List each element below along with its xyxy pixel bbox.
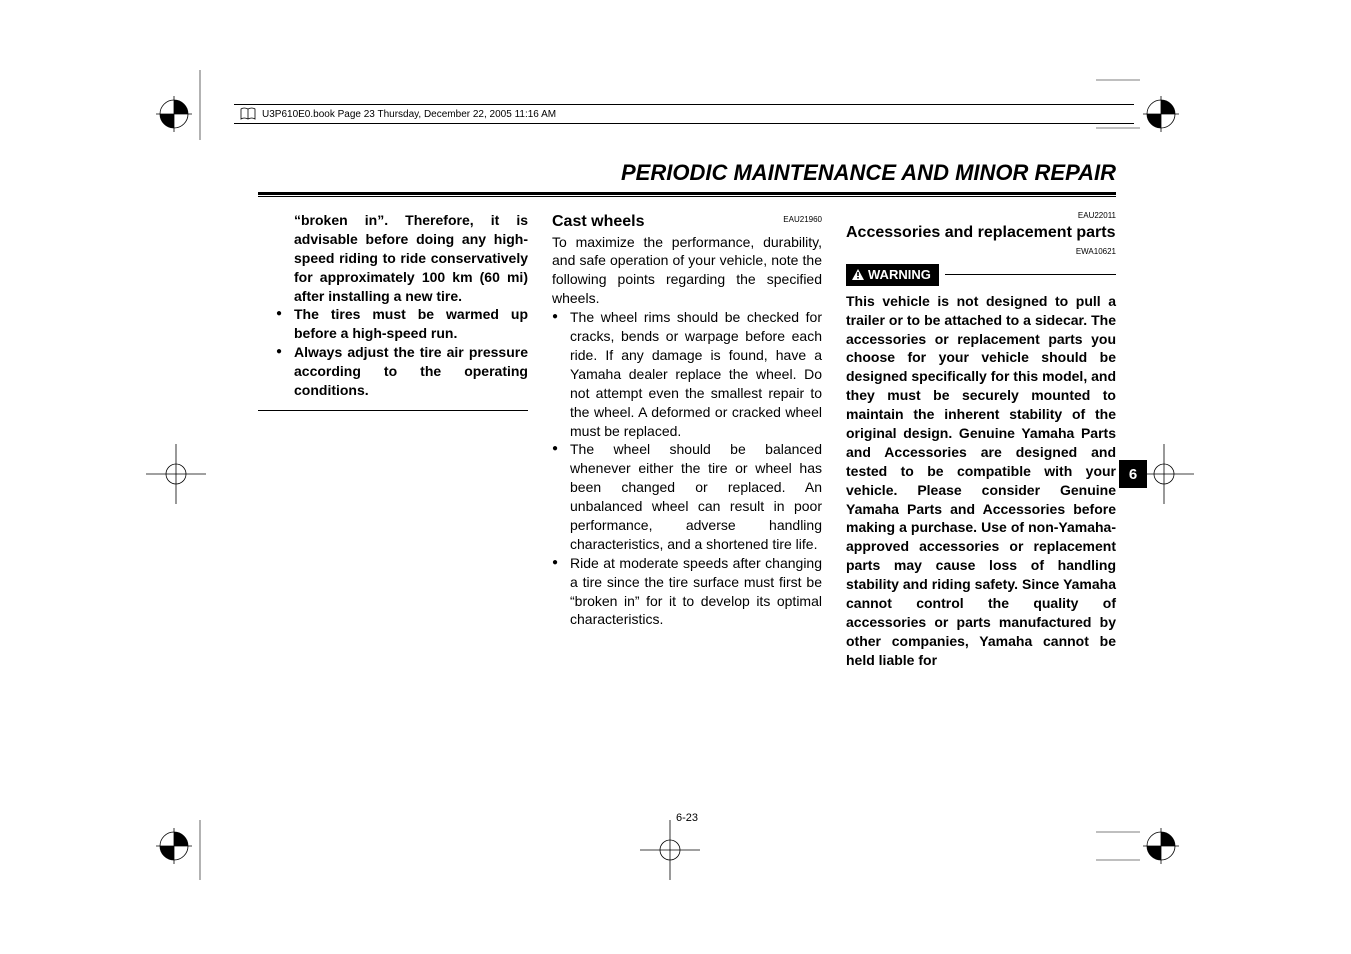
col2-intro: To maximize the performance, durability,… — [552, 233, 822, 309]
col2-bullet-1-text: The wheel rims should be checked for cra… — [570, 309, 822, 438]
col2-bullet-3: Ride at moderate speeds after changing a… — [552, 554, 822, 630]
title-rule-thick — [258, 192, 1116, 195]
col3-warning-body: This vehicle is not designed to pull a t… — [846, 292, 1116, 670]
book-icon — [240, 107, 256, 121]
page-root: U3P610E0.book Page 23 Thursday, December… — [0, 0, 1351, 954]
col1-cont-text: “broken in”. Therefore, it is advisable … — [294, 212, 528, 304]
chapter-tab: 6 — [1119, 460, 1147, 488]
col2-bullet-3-text: Ride at moderate speeds after changing a… — [570, 555, 822, 628]
header-bar: U3P610E0.book Page 23 Thursday, December… — [234, 104, 1134, 124]
col1-bullet-2-text: Always adjust the tire air pressure acco… — [294, 344, 528, 398]
col2-ref: EAU21960 — [783, 215, 822, 226]
col2-bullets: The wheel rims should be checked for cra… — [552, 308, 822, 629]
footer-page-number: 6-23 — [258, 812, 1116, 824]
warning-row: WARNING — [846, 264, 1116, 286]
warning-label: WARNING — [868, 266, 931, 284]
col3-ref-heading: EAU22011 — [846, 211, 1116, 222]
col3-heading: Accessories and replacement parts — [846, 222, 1116, 244]
col1-continued: “broken in”. Therefore, it is advisable … — [258, 211, 528, 305]
column-2: Cast wheels EAU21960 To maximize the per… — [552, 211, 822, 670]
content-area: PERIODIC MAINTENANCE AND MINOR REPAIR “b… — [258, 160, 1116, 670]
header-text: U3P610E0.book Page 23 Thursday, December… — [262, 109, 556, 120]
col2-bullet-2: The wheel should be balanced whenever ei… — [552, 440, 822, 553]
columns: “broken in”. Therefore, it is advisable … — [258, 211, 1116, 670]
col3-ref-warning: EWA10621 — [846, 247, 1116, 258]
col2-heading: Cast wheels — [552, 213, 644, 230]
col1-bullet-2: Always adjust the tire air pressure acco… — [276, 343, 528, 400]
warning-line — [945, 274, 1116, 275]
col1-bullet-1: The tires must be warmed up before a hig… — [276, 305, 528, 343]
col2-bullet-1: The wheel rims should be checked for cra… — [552, 308, 822, 440]
column-1: “broken in”. Therefore, it is advisable … — [258, 211, 528, 670]
warning-badge: WARNING — [846, 264, 939, 286]
section-title: PERIODIC MAINTENANCE AND MINOR REPAIR — [258, 160, 1116, 188]
col1-end-rule — [258, 410, 528, 411]
col1-bullet-1-text: The tires must be warmed up before a hig… — [294, 306, 528, 341]
column-3: EAU22011 Accessories and replacement par… — [846, 211, 1116, 670]
title-rule-thin — [258, 196, 1116, 197]
col1-bullets: The tires must be warmed up before a hig… — [258, 305, 528, 399]
warning-triangle-icon — [852, 269, 864, 280]
col2-bullet-2-text: The wheel should be balanced whenever ei… — [570, 441, 822, 551]
